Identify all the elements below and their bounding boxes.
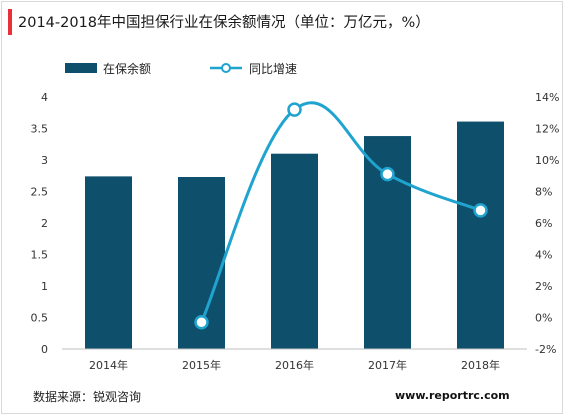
growth-point	[380, 166, 395, 182]
y-left-tick-label: 2.5	[31, 186, 49, 199]
y-right-tick-label: 0%	[535, 312, 552, 325]
y-left-tick-label: 3	[41, 154, 48, 167]
growth-line	[200, 101, 482, 323]
y-left-tick-label: 1.5	[31, 249, 49, 262]
y-right-tick-label: 8%	[535, 186, 552, 199]
y-left-tick-label: 1	[41, 280, 48, 293]
chart-title: 2014-2018年中国担保行业在保余额情况（单位：万亿元，%）	[18, 15, 430, 31]
y-right-tick-label: 14%	[535, 91, 559, 104]
x-tick-label: 2014年	[89, 358, 128, 372]
x-tick-label: 2016年	[275, 358, 314, 372]
legend-bar-label: 在保余额	[103, 61, 152, 76]
legend: 在保余额 同比增速	[65, 59, 355, 77]
growth-point	[194, 314, 209, 330]
y-right-tick-label: -2%	[535, 343, 556, 356]
x-tick-label: 2015年	[182, 358, 221, 372]
y-right-tick-label: 2%	[535, 280, 552, 293]
legend-line-swatch	[209, 62, 243, 74]
website-url: www.reportrc.com	[395, 389, 510, 402]
y-left-tick-label: 0	[41, 343, 48, 356]
x-tick-label: 2017年	[368, 358, 407, 372]
source-note: 数据来源：锐观咨询	[33, 390, 142, 404]
legend-item-line: 同比增速	[209, 60, 297, 77]
y-right-tick-label: 6%	[535, 217, 552, 230]
title-accent-bar	[8, 9, 12, 35]
bar	[457, 121, 504, 349]
growth-point	[473, 203, 488, 218]
y-left-tick-label: 0.5	[31, 312, 49, 325]
y-left-tick-label: 4	[41, 91, 48, 104]
x-tick-label: 2018年	[461, 358, 500, 372]
legend-line-label: 同比增速	[249, 61, 298, 76]
bar	[85, 176, 132, 349]
legend-item-bar: 在保余额	[65, 60, 151, 77]
legend-bar-swatch	[65, 63, 97, 73]
y-right-tick-label: 4%	[535, 249, 552, 262]
growth-point	[287, 102, 302, 117]
y-left-tick-label: 2	[41, 217, 48, 230]
y-right-tick-label: 10%	[535, 154, 559, 167]
bar	[271, 153, 318, 349]
y-right-tick-label: 12%	[535, 123, 559, 136]
y-left-tick-label: 3.5	[31, 123, 49, 136]
